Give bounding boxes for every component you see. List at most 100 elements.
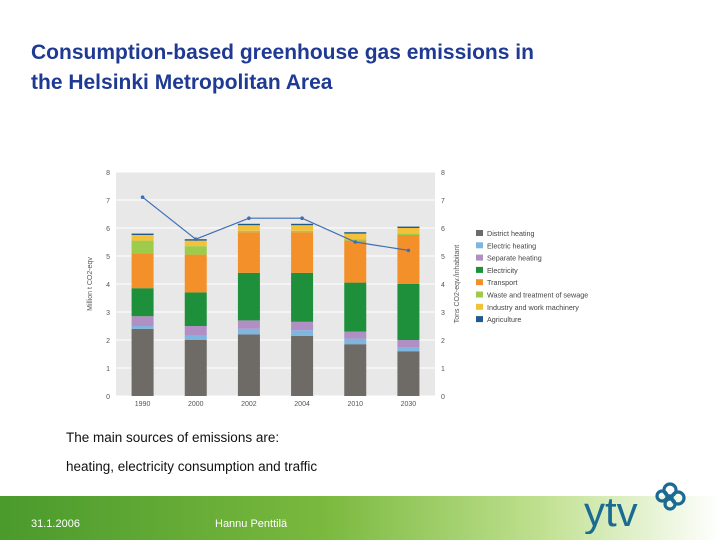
bar-segment bbox=[291, 223, 314, 226]
x-tick-label: 2004 bbox=[294, 401, 310, 408]
bar-segment bbox=[237, 232, 260, 273]
legend-label: Waste and treatment of sewage bbox=[487, 291, 588, 300]
y2-tick-label: 6 bbox=[441, 226, 445, 233]
legend-label: Transport bbox=[487, 278, 518, 287]
legend-swatch bbox=[476, 291, 483, 298]
bar-segment bbox=[344, 232, 367, 234]
bar-segment bbox=[291, 230, 314, 233]
y-tick-label: 8 bbox=[106, 170, 110, 177]
bar-segment bbox=[184, 340, 207, 396]
legend-label: Electricity bbox=[487, 266, 518, 275]
caption-line-1: The main sources of emissions are: bbox=[66, 430, 280, 445]
legend-swatch bbox=[476, 266, 483, 273]
y-tick-label: 1 bbox=[106, 366, 110, 373]
x-tick-label: 2030 bbox=[401, 401, 417, 408]
x-tick-label: 1990 bbox=[135, 401, 151, 408]
x-tick-label: 2000 bbox=[188, 401, 204, 408]
bar-segment bbox=[237, 223, 260, 226]
y2-axis-label: Tons CO2-eqv./inhabitant bbox=[454, 245, 461, 324]
line-point bbox=[140, 195, 145, 199]
footer-author: Hannu Penttilä bbox=[215, 518, 288, 530]
logo-knot-icon bbox=[655, 482, 686, 511]
line-point bbox=[193, 237, 198, 241]
bar-segment bbox=[291, 335, 314, 396]
bar-segment bbox=[344, 282, 367, 332]
y2-tick-label: 8 bbox=[441, 170, 445, 177]
x-tick-label: 2002 bbox=[241, 401, 257, 408]
bar-segment bbox=[291, 225, 314, 231]
bar-segment bbox=[397, 351, 420, 396]
y2-tick-label: 4 bbox=[441, 282, 445, 289]
y-tick-label: 3 bbox=[106, 310, 110, 317]
bar-segment bbox=[237, 230, 260, 233]
y-tick-label: 2 bbox=[106, 338, 110, 345]
bar-segment bbox=[344, 240, 367, 283]
legend-label: Electric heating bbox=[487, 241, 536, 250]
line-point bbox=[300, 216, 304, 220]
bar-segment bbox=[131, 288, 154, 317]
line-point bbox=[247, 216, 251, 220]
y-tick-label: 4 bbox=[106, 282, 110, 289]
bar-segment bbox=[344, 233, 367, 240]
y2-tick-label: 3 bbox=[441, 310, 445, 317]
bar-segment bbox=[131, 253, 154, 289]
bar-segment bbox=[184, 246, 207, 255]
bar-segment bbox=[131, 316, 154, 326]
bar-segment bbox=[237, 328, 260, 335]
bar-segment bbox=[184, 240, 207, 247]
caption-line-2: heating, electricity consumption and tra… bbox=[66, 459, 318, 474]
legend-label: Agriculture bbox=[487, 315, 521, 324]
y-tick-label: 5 bbox=[106, 254, 110, 261]
line-series bbox=[142, 196, 409, 251]
bar-segment bbox=[237, 334, 260, 396]
bar-segment bbox=[184, 292, 207, 326]
title-line-1: Consumption-based greenhouse gas emissio… bbox=[31, 41, 534, 64]
slide-title: Consumption-based greenhouse gas emissio… bbox=[31, 38, 691, 98]
bar-segment bbox=[397, 226, 420, 228]
legend-label: District heating bbox=[487, 229, 535, 238]
y2-tick-label: 5 bbox=[441, 254, 445, 261]
line-point bbox=[406, 248, 411, 253]
y-tick-label: 7 bbox=[106, 198, 110, 205]
ytv-logo: ytv bbox=[584, 482, 686, 534]
bar-segment bbox=[344, 344, 367, 396]
bar-segment bbox=[291, 232, 314, 273]
bar-segment bbox=[184, 326, 207, 336]
logo-text: ytv bbox=[584, 488, 638, 534]
bar-segment bbox=[237, 225, 260, 231]
bar-segment bbox=[397, 228, 420, 234]
legend-swatch bbox=[476, 242, 483, 249]
x-tick-label: 2010 bbox=[347, 401, 363, 408]
bar-segment bbox=[291, 321, 314, 331]
bar-segment bbox=[291, 330, 314, 336]
y-tick-label: 0 bbox=[106, 394, 110, 401]
bar-segment bbox=[397, 340, 420, 347]
y2-tick-label: 2 bbox=[441, 338, 445, 345]
legend-swatch bbox=[476, 279, 483, 286]
line-point bbox=[353, 240, 358, 244]
bar-segment bbox=[237, 272, 260, 321]
bar-segment bbox=[397, 347, 420, 352]
bar-segment bbox=[131, 240, 154, 254]
y-axis-label: Million t CO2-eqv bbox=[87, 257, 94, 311]
bar-segment bbox=[397, 233, 420, 235]
title-line-2: the Helsinki Metropolitan Area bbox=[31, 71, 333, 94]
bar-segment bbox=[397, 235, 420, 284]
bar-segment bbox=[184, 254, 207, 293]
y2-tick-label: 0 bbox=[441, 394, 445, 401]
bar-segment bbox=[291, 272, 314, 322]
bar-segment bbox=[184, 335, 207, 340]
bar-segment bbox=[131, 328, 154, 396]
y2-tick-label: 7 bbox=[441, 198, 445, 205]
bar-segment bbox=[344, 239, 367, 241]
footer-bar bbox=[0, 496, 720, 540]
bar-segment bbox=[344, 338, 367, 345]
bar-segment bbox=[131, 233, 154, 235]
y2-tick-label: 1 bbox=[441, 366, 445, 373]
bar-segment bbox=[397, 284, 420, 340]
bar-segment bbox=[237, 320, 260, 329]
bar-segment bbox=[344, 331, 367, 339]
legend-swatch bbox=[476, 254, 483, 261]
legend-swatch bbox=[476, 316, 483, 323]
bar-segment bbox=[131, 326, 154, 329]
